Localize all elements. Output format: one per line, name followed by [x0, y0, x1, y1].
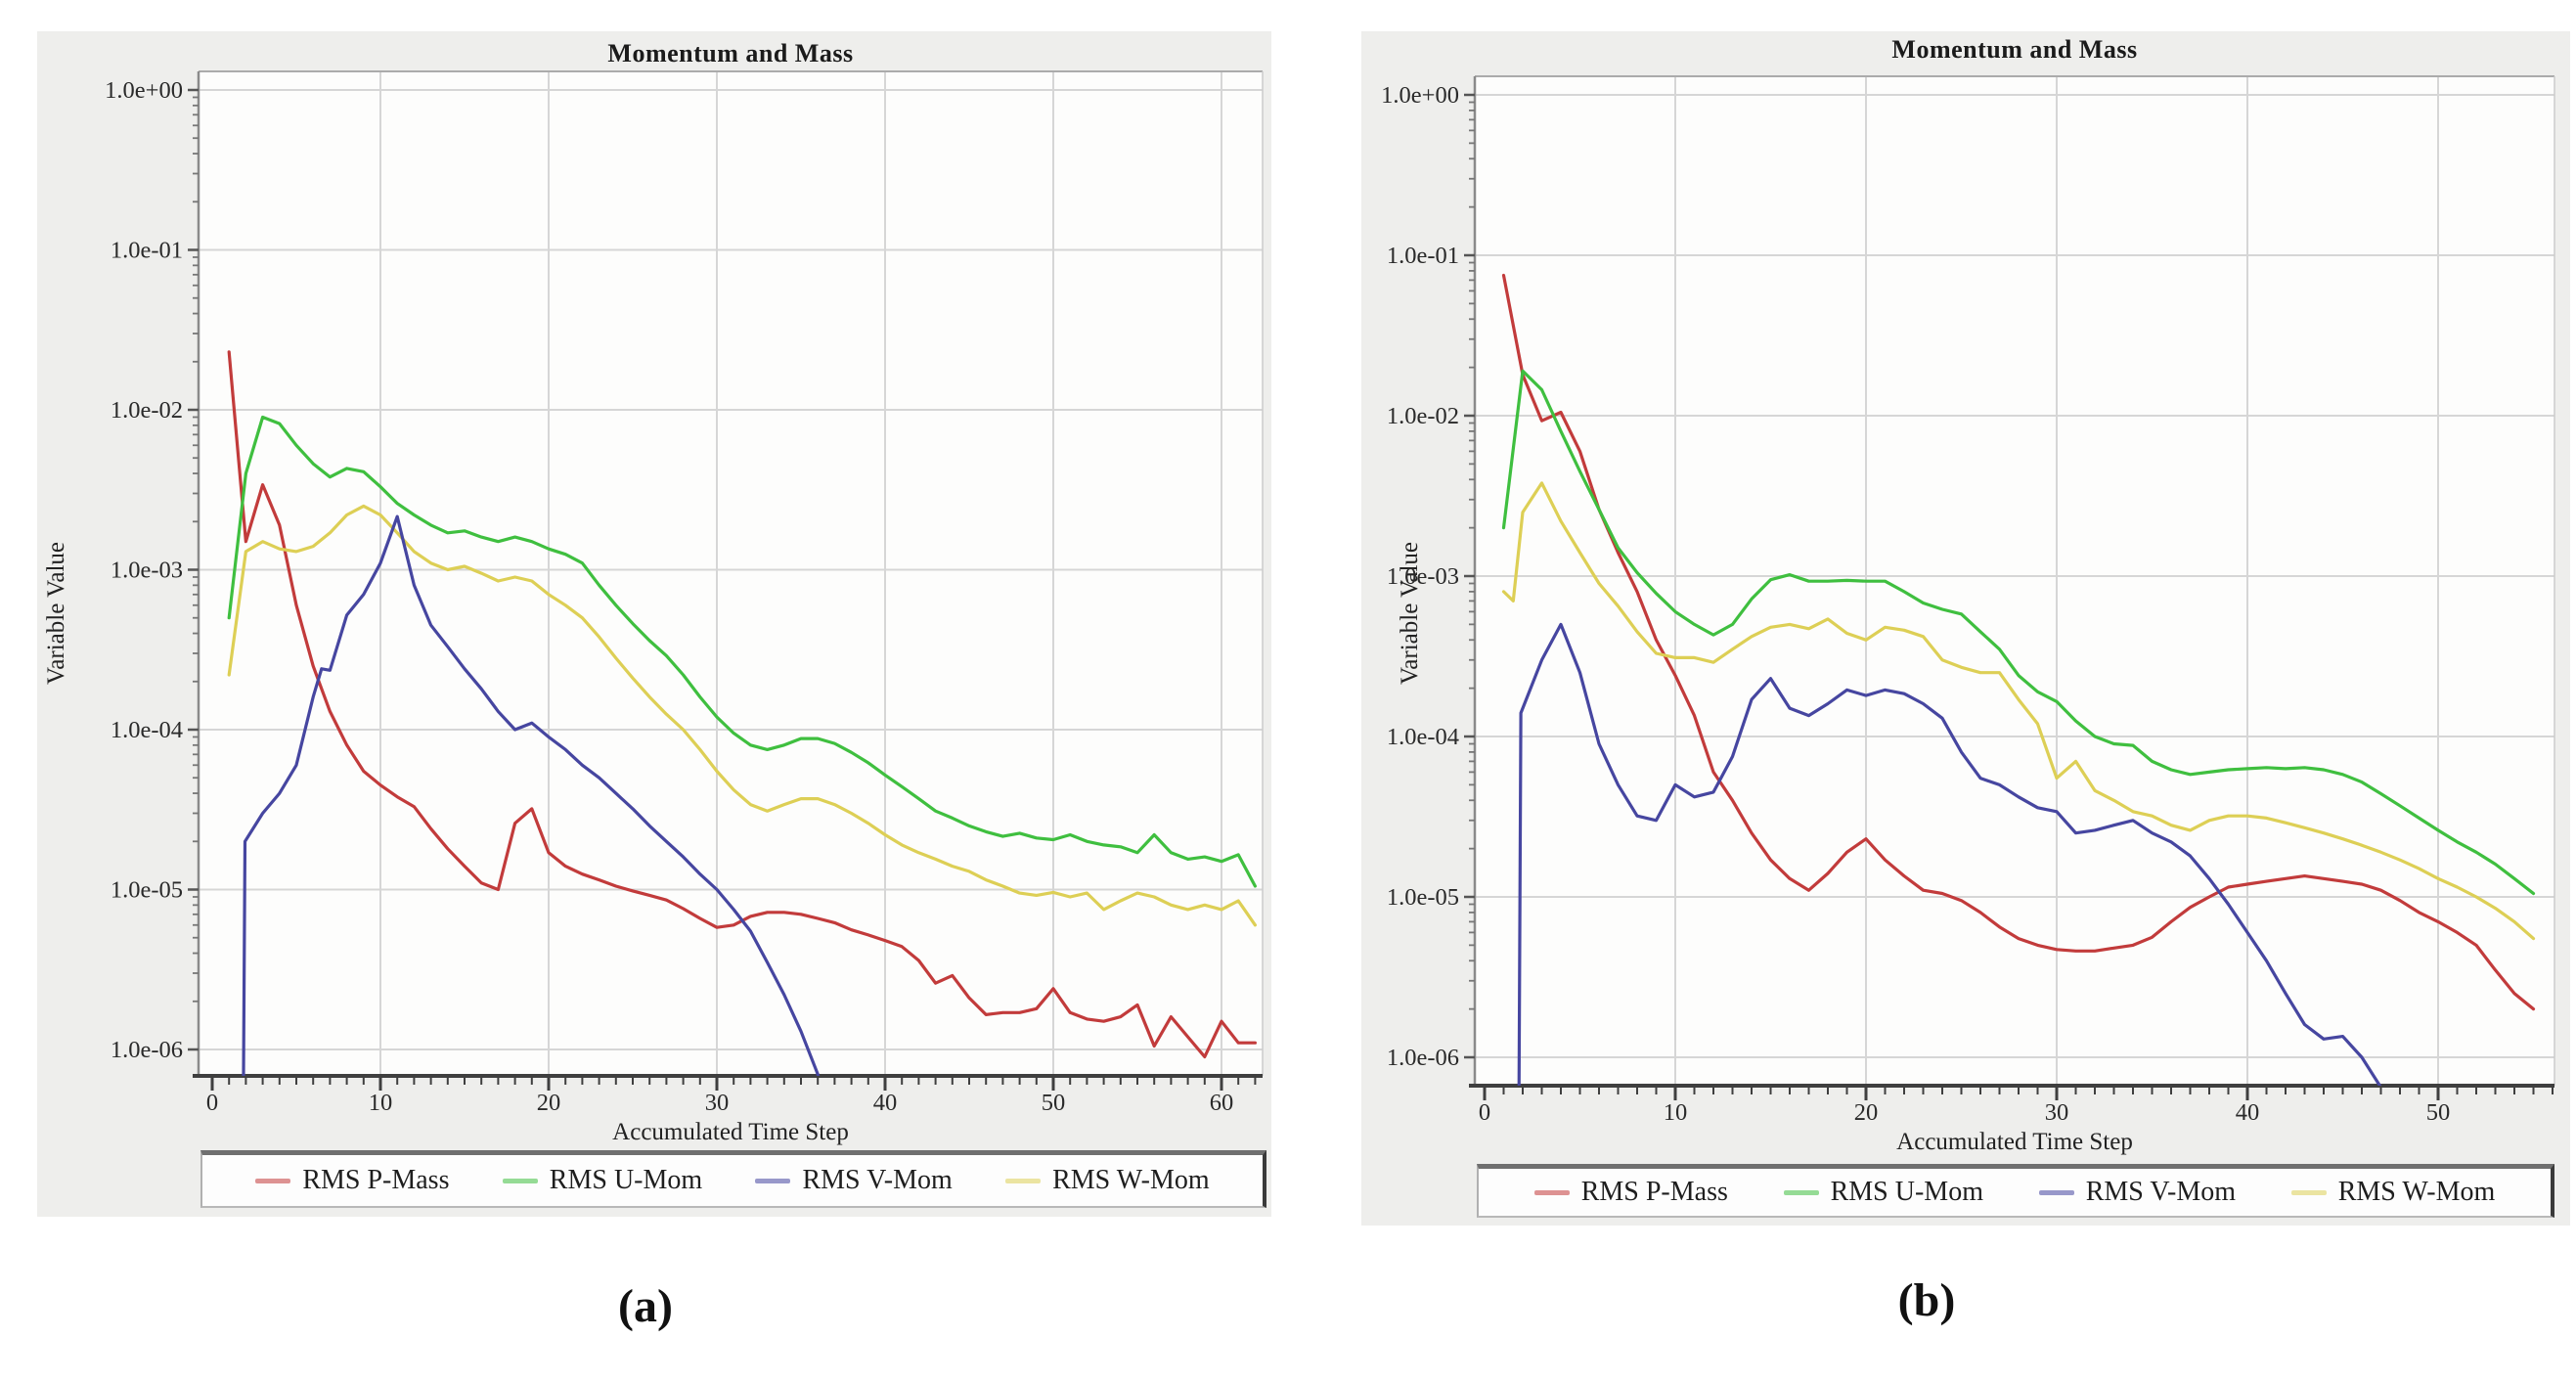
legend-line-swatch [1783, 1189, 1819, 1195]
y-axis: 1.0e+00 1.0e-01 1.0e-02 1.0e-03 1.0e-04 1.0e-… [105, 77, 199, 1063]
series-rms-u-mom [1501, 369, 2536, 896]
series-curves [227, 350, 1258, 1076]
chart-panel-b: Momentum and Mass Variable Value 1.0e+00… [1361, 31, 2570, 1226]
x-tick-label: 20 [1854, 1099, 1879, 1126]
y-tick-label: 1.0e-01 [111, 238, 183, 264]
y-tick-label: 1.0e-03 [1387, 563, 1459, 590]
legend-item: RMS P-Mass [1533, 1177, 1728, 1208]
series-rms-u-mom [227, 415, 1258, 888]
legend-line-swatch [755, 1178, 791, 1183]
legend-line-swatch [1533, 1189, 1570, 1195]
chart-title: Momentum and Mass [1891, 35, 2138, 64]
subfigure-caption-b: (b) [1897, 1274, 1956, 1326]
legend-item: RMS V-Mom [2038, 1177, 2236, 1208]
y-tick-label: 1.0e-04 [1387, 724, 1459, 750]
legend-label: RMS W-Mom [2337, 1177, 2496, 1207]
y-tick-label: 1.0e-02 [1387, 403, 1459, 429]
y-tick-label: 1.0e-06 [1387, 1045, 1459, 1071]
chart-legend: RMS P-Mass RMS U-Mom RMS V-Mom RMS W-Mom [200, 1150, 1266, 1208]
y-tick-label: 1.0e-06 [111, 1037, 183, 1063]
y-tick-label: 1.0e-02 [111, 397, 183, 424]
x-tick-label: 10 [369, 1090, 393, 1116]
legend-line-swatch [2290, 1189, 2327, 1195]
gridlines [1475, 76, 2554, 1086]
legend-item: RMS W-Mom [1005, 1165, 1210, 1196]
chart-plot: 1.0e+00 1.0e-01 1.0e-02 1.0e-03 1.0e-04 1.0e-… [1381, 75, 2555, 1126]
y-tick-label: 1.0e-03 [111, 558, 183, 584]
x-axis-label: Accumulated Time Step [1896, 1129, 2133, 1155]
y-tick-label: 1.0e+00 [105, 77, 183, 104]
legend-label: RMS P-Mass [1580, 1177, 1728, 1207]
x-tick-label: 0 [206, 1090, 218, 1116]
legend-label: RMS W-Mom [1052, 1165, 1210, 1195]
legend-line-swatch [255, 1178, 291, 1183]
x-tick-label: 40 [873, 1090, 898, 1116]
chart-title: Momentum and Mass [607, 39, 854, 67]
plot-border [1469, 75, 2555, 1088]
x-tick-label: 30 [2045, 1099, 2069, 1126]
x-tick-label: 30 [705, 1090, 730, 1116]
x-axis: 0 10 20 30 40 50 60 [206, 1078, 1257, 1116]
series-rms-p-mass [1501, 273, 2536, 1011]
legend-item: RMS P-Mass [255, 1165, 449, 1196]
y-tick-label: 1.0e-05 [111, 877, 183, 904]
chart-plot: 1.0e+00 1.0e-01 1.0e-02 1.0e-03 1.0e-04 1.0e-… [105, 70, 1264, 1116]
series-rms-v-mom [242, 514, 821, 1076]
series-rms-w-mom [227, 504, 1258, 927]
legend-line-swatch [1005, 1178, 1042, 1183]
legend-item: RMS U-Mom [1783, 1177, 1983, 1208]
y-tick-label: 1.0e-04 [111, 717, 183, 743]
y-tick-label: 1.0e-05 [1387, 884, 1459, 911]
plot-border [193, 70, 1264, 1078]
legend-item: RMS W-Mom [2290, 1177, 2496, 1208]
y-tick-label: 1.0e-01 [1387, 243, 1459, 269]
x-tick-label: 20 [537, 1090, 561, 1116]
x-tick-label: 40 [2236, 1099, 2260, 1126]
legend-label: RMS V-Mom [802, 1165, 953, 1195]
subfigure-caption-a: (a) [618, 1280, 673, 1332]
legend-item: RMS U-Mom [502, 1165, 703, 1196]
series-curves [1501, 273, 2536, 1086]
x-tick-label: 50 [2426, 1099, 2451, 1126]
y-axis: 1.0e+00 1.0e-01 1.0e-02 1.0e-03 1.0e-04 1.0e-… [1381, 82, 1475, 1071]
legend-item: RMS V-Mom [755, 1165, 953, 1196]
x-tick-label: 50 [1042, 1090, 1066, 1116]
series-rms-w-mom [1501, 481, 2536, 941]
legend-line-swatch [502, 1178, 538, 1183]
legend-label: RMS U-Mom [549, 1165, 703, 1195]
x-tick-label: 0 [1479, 1099, 1490, 1126]
legend-line-swatch [2038, 1189, 2074, 1195]
plot-background [1475, 76, 2554, 1086]
series-rms-v-mom [1517, 622, 2382, 1086]
chart-legend: RMS P-Mass RMS U-Mom RMS V-Mom RMS W-Mom [1477, 1164, 2554, 1218]
legend-label: RMS V-Mom [2085, 1177, 2236, 1207]
gridlines [199, 71, 1263, 1076]
chart-panel-a: Momentum and Mass Variable Value 1.0e+00… [37, 31, 1271, 1217]
x-axis-label: Accumulated Time Step [612, 1119, 849, 1145]
legend-label: RMS P-Mass [302, 1165, 450, 1195]
x-axis: 0 10 20 30 40 50 [1479, 1088, 2554, 1126]
legend-label: RMS U-Mom [1830, 1177, 1983, 1207]
x-tick-label: 60 [1210, 1090, 1234, 1116]
y-tick-label: 1.0e+00 [1381, 82, 1459, 109]
x-tick-label: 10 [1664, 1099, 1688, 1126]
